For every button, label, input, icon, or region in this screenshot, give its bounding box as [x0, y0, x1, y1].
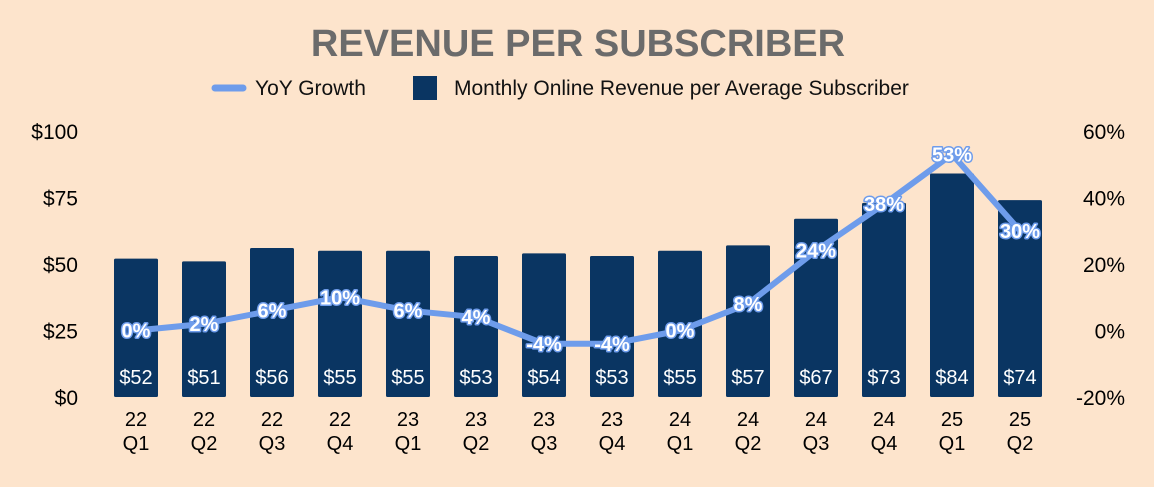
yoy-growth-label: 8% [734, 294, 763, 316]
y-left-tick-label: $100 [31, 121, 78, 144]
yoy-growth-label: 4% [462, 307, 491, 329]
x-tick-quarter: Q4 [871, 433, 898, 455]
x-tick-year: 22 [329, 409, 351, 431]
x-tick-quarter: Q2 [1007, 433, 1034, 455]
x-tick-year: 23 [465, 409, 487, 431]
bar [250, 248, 294, 397]
bar [726, 245, 770, 397]
legend-label-revenue: Monthly Online Revenue per Average Subsc… [454, 77, 909, 100]
y-left-tick-label: $50 [43, 254, 78, 277]
y-right-tick-label: 0% [1095, 321, 1125, 344]
x-tick-quarter: Q1 [667, 433, 694, 455]
x-tick-year: 25 [1009, 409, 1031, 431]
yoy-growth-label: 10% [320, 287, 360, 309]
yoy-growth-label: 6% [258, 301, 287, 323]
bar [182, 261, 226, 397]
legend-label-yoy-growth: YoY Growth [255, 77, 366, 100]
x-tick-quarter: Q4 [327, 433, 354, 455]
x-tick-year: 23 [601, 409, 623, 431]
x-tick-quarter: Q1 [123, 433, 150, 455]
x-tick-year: 23 [533, 409, 555, 431]
bar-series [114, 173, 1042, 397]
bar-value-labels: $52 $51 $56 $55 $55 $53 $54 $53 $55 $57 $67 $73 $84 $… [119, 367, 1036, 389]
bar-value-label: $56 [255, 367, 288, 389]
yoy-growth-label: 6% [394, 301, 423, 323]
legend: YoY Growth Monthly Online Revenue per Av… [211, 76, 909, 100]
bar-value-label: $54 [527, 367, 560, 389]
bar [522, 253, 566, 397]
bar [862, 202, 906, 397]
bar-value-label: $67 [799, 367, 832, 389]
x-tick-quarter: Q1 [395, 433, 422, 455]
chart-title: REVENUE PER SUBSCRIBER [311, 23, 845, 65]
yoy-growth-line [133, 151, 1023, 347]
yoy-growth-labels: 0% 2% 6% 10% 6% 4% -4% -4% 0% 8% 24% 38% 53% 30% [120, 143, 1042, 358]
x-tick-year: 24 [669, 409, 691, 431]
x-tick-quarter: Q3 [531, 433, 558, 455]
x-tick-quarter: Q2 [191, 433, 218, 455]
bar-value-label: $84 [935, 367, 968, 389]
bar [998, 200, 1042, 397]
yoy-growth-label: 38% [864, 194, 904, 216]
bar [454, 256, 498, 397]
bar-value-label: $55 [663, 367, 696, 389]
y-axis-right: -20% 0% 20% 40% 60% [1076, 121, 1125, 410]
bar-value-label: $73 [867, 367, 900, 389]
y-right-tick-label: 40% [1083, 188, 1125, 211]
bar-value-label: $55 [323, 367, 356, 389]
yoy-growth-label: 30% [1000, 221, 1040, 243]
x-tick-year: 22 [193, 409, 215, 431]
x-tick-quarter: Q3 [803, 433, 830, 455]
bar-value-label: $74 [1003, 367, 1036, 389]
y-right-tick-label: 60% [1083, 121, 1125, 144]
y-left-tick-label: $0 [55, 387, 78, 410]
y-axis-left: $0 $25 $50 $75 $100 [31, 121, 78, 410]
yoy-growth-series [133, 151, 1023, 347]
bar [930, 173, 974, 397]
x-tick-year: 24 [873, 409, 895, 431]
x-tick-year: 25 [941, 409, 963, 431]
x-tick-year: 23 [397, 409, 419, 431]
x-tick-quarter: Q2 [463, 433, 490, 455]
yoy-growth-label: 24% [796, 241, 836, 263]
y-right-tick-label: -20% [1076, 387, 1125, 410]
yoy-growth-label: 0% [666, 321, 695, 343]
x-tick-year: 24 [737, 409, 759, 431]
yoy-growth-label: -4% [526, 334, 562, 356]
y-right-tick-label: 20% [1083, 254, 1125, 277]
bar [590, 256, 634, 397]
x-tick-quarter: Q3 [259, 433, 286, 455]
x-tick-quarter: Q4 [599, 433, 626, 455]
bar-value-label: $55 [391, 367, 424, 389]
x-tick-year: 22 [261, 409, 283, 431]
x-tick-quarter: Q2 [735, 433, 762, 455]
bar-value-label: $52 [119, 367, 152, 389]
legend-bar-swatch [413, 76, 437, 100]
bar [386, 250, 430, 397]
bar-value-label: $53 [459, 367, 492, 389]
yoy-growth-label: 0% [122, 321, 151, 343]
x-tick-quarter: Q1 [939, 433, 966, 455]
x-tick-year: 24 [805, 409, 827, 431]
bar [318, 250, 362, 397]
yoy-growth-label: -4% [594, 334, 630, 356]
x-axis: 22Q122Q222Q322Q423Q123Q223Q323Q424Q124Q2… [123, 409, 1034, 455]
yoy-growth-label: 53% [932, 144, 972, 166]
bar-value-label: $51 [187, 367, 220, 389]
x-tick-year: 22 [125, 409, 147, 431]
yoy-growth-label: 2% [190, 314, 219, 336]
y-left-tick-label: $25 [43, 321, 78, 344]
bar-value-label: $57 [731, 367, 764, 389]
bar [658, 250, 702, 397]
bar [794, 218, 838, 397]
bar-value-label: $53 [595, 367, 628, 389]
y-left-tick-label: $75 [43, 188, 78, 211]
